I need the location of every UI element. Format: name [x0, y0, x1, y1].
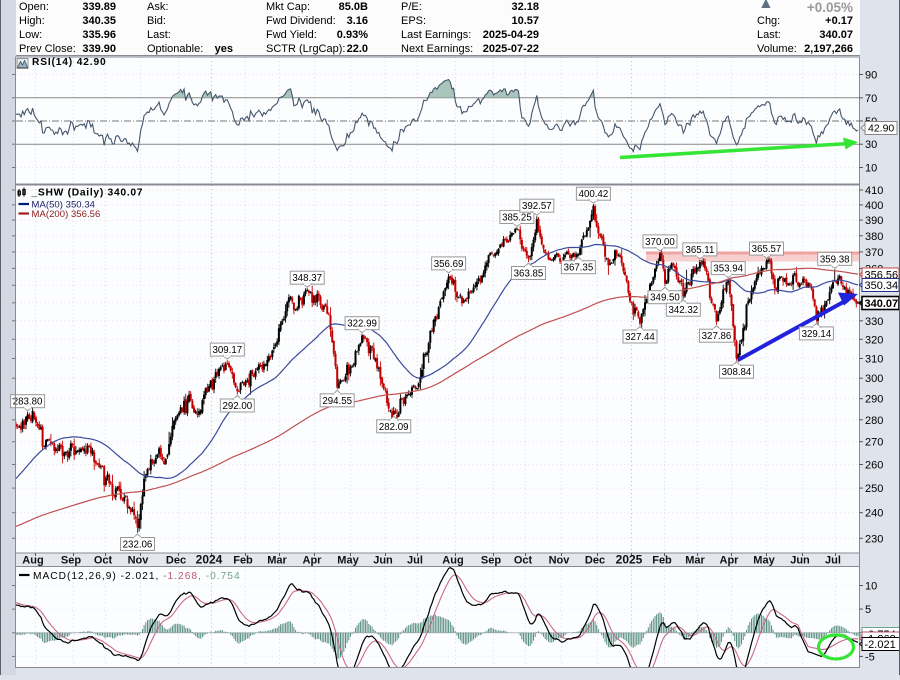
svg-text:Feb: Feb [652, 555, 672, 567]
svg-text:Oct: Oct [514, 555, 533, 567]
svg-text:10: 10 [865, 163, 877, 175]
svg-text:283.80: 283.80 [13, 397, 43, 408]
svg-text:Nov: Nov [549, 555, 571, 567]
svg-text:353.94: 353.94 [713, 264, 743, 275]
svg-text:309.17: 309.17 [212, 345, 242, 356]
svg-text:Aug: Aug [442, 555, 463, 567]
svg-text:290: 290 [865, 394, 883, 406]
svg-text:Jul: Jul [825, 555, 841, 567]
svg-text:42.90: 42.90 [868, 123, 894, 135]
svg-text:367.35: 367.35 [564, 263, 594, 274]
svg-text:370.00: 370.00 [645, 237, 675, 248]
svg-text:70: 70 [865, 93, 877, 105]
svg-text:310: 310 [865, 354, 883, 366]
svg-text:359.38: 359.38 [820, 254, 850, 265]
svg-text:Dec: Dec [585, 555, 605, 567]
svg-text:Mar: Mar [685, 555, 705, 567]
svg-text:90: 90 [865, 70, 877, 82]
svg-text:349.50: 349.50 [650, 293, 680, 304]
svg-text:240: 240 [865, 508, 883, 520]
svg-text:Sep: Sep [61, 555, 81, 567]
svg-text:294.55: 294.55 [322, 396, 352, 407]
svg-text:348.37: 348.37 [292, 273, 322, 284]
svg-text:MACD(12,26,9) -2.021, -1.268,: MACD(12,26,9) -2.021, -1.268, -0.754 [33, 571, 241, 582]
svg-text:Nov: Nov [128, 555, 150, 567]
svg-text:320: 320 [865, 334, 883, 346]
svg-text:Oct: Oct [94, 555, 113, 567]
svg-text:Aug: Aug [22, 555, 43, 567]
svg-text:329.14: 329.14 [802, 329, 832, 340]
svg-text:RSI(14) 42.90: RSI(14) 42.90 [32, 57, 106, 68]
svg-text:260: 260 [865, 460, 883, 472]
svg-text:5: 5 [865, 604, 871, 616]
svg-text:308.84: 308.84 [722, 367, 752, 378]
svg-text:Sep: Sep [481, 555, 501, 567]
svg-text:Jul: Jul [407, 555, 423, 567]
svg-text:2025: 2025 [616, 553, 643, 567]
svg-text:Feb: Feb [233, 555, 253, 567]
svg-text:May: May [753, 555, 775, 567]
svg-text:385.25: 385.25 [502, 213, 532, 224]
svg-text:Dec: Dec [166, 555, 186, 567]
svg-text:10: 10 [865, 581, 877, 593]
svg-text:2024: 2024 [196, 553, 223, 567]
svg-text:342.32: 342.32 [668, 305, 698, 316]
svg-text:Jun: Jun [373, 555, 393, 567]
svg-text:280: 280 [865, 415, 883, 427]
svg-text:400.42: 400.42 [579, 189, 609, 200]
svg-text:300: 300 [865, 373, 883, 385]
svg-text:322.99: 322.99 [347, 319, 377, 330]
svg-text:365.57: 365.57 [752, 244, 782, 255]
svg-text:350.34: 350.34 [865, 280, 899, 292]
svg-text:MA(200) 356.56: MA(200) 356.56 [32, 209, 101, 220]
svg-text:-2.021: -2.021 [865, 639, 896, 651]
svg-text:_SHW (Daily) 340.07: _SHW (Daily) 340.07 [31, 188, 144, 199]
svg-text:270: 270 [865, 437, 883, 449]
svg-text:330: 330 [865, 316, 883, 328]
svg-text:363.85: 363.85 [514, 269, 544, 280]
svg-text:370: 370 [865, 247, 883, 259]
svg-text:232.06: 232.06 [123, 540, 153, 551]
svg-text:365.11: 365.11 [685, 245, 714, 256]
svg-text:410: 410 [865, 185, 883, 197]
svg-text:340.07: 340.07 [865, 298, 899, 310]
svg-text:250: 250 [865, 483, 883, 495]
svg-text:Apr: Apr [720, 555, 740, 567]
svg-text:Mar: Mar [267, 555, 287, 567]
svg-text:400: 400 [865, 200, 883, 212]
svg-text:30: 30 [865, 139, 877, 151]
svg-text:390: 390 [865, 215, 883, 227]
svg-text:327.44: 327.44 [625, 332, 655, 343]
svg-text:230: 230 [865, 533, 883, 545]
svg-text:MA(50) 350.34: MA(50) 350.34 [32, 200, 96, 211]
svg-text:282.09: 282.09 [379, 422, 409, 433]
svg-text:380: 380 [865, 231, 883, 243]
svg-text:356.69: 356.69 [434, 259, 464, 270]
svg-text:292.00: 292.00 [222, 401, 252, 412]
svg-text:327.86: 327.86 [702, 331, 732, 342]
svg-text:Apr: Apr [303, 555, 323, 567]
svg-text:Jun: Jun [790, 555, 810, 567]
svg-text:-5: -5 [865, 651, 875, 663]
svg-text:392.57: 392.57 [522, 201, 552, 212]
svg-text:May: May [337, 555, 359, 567]
